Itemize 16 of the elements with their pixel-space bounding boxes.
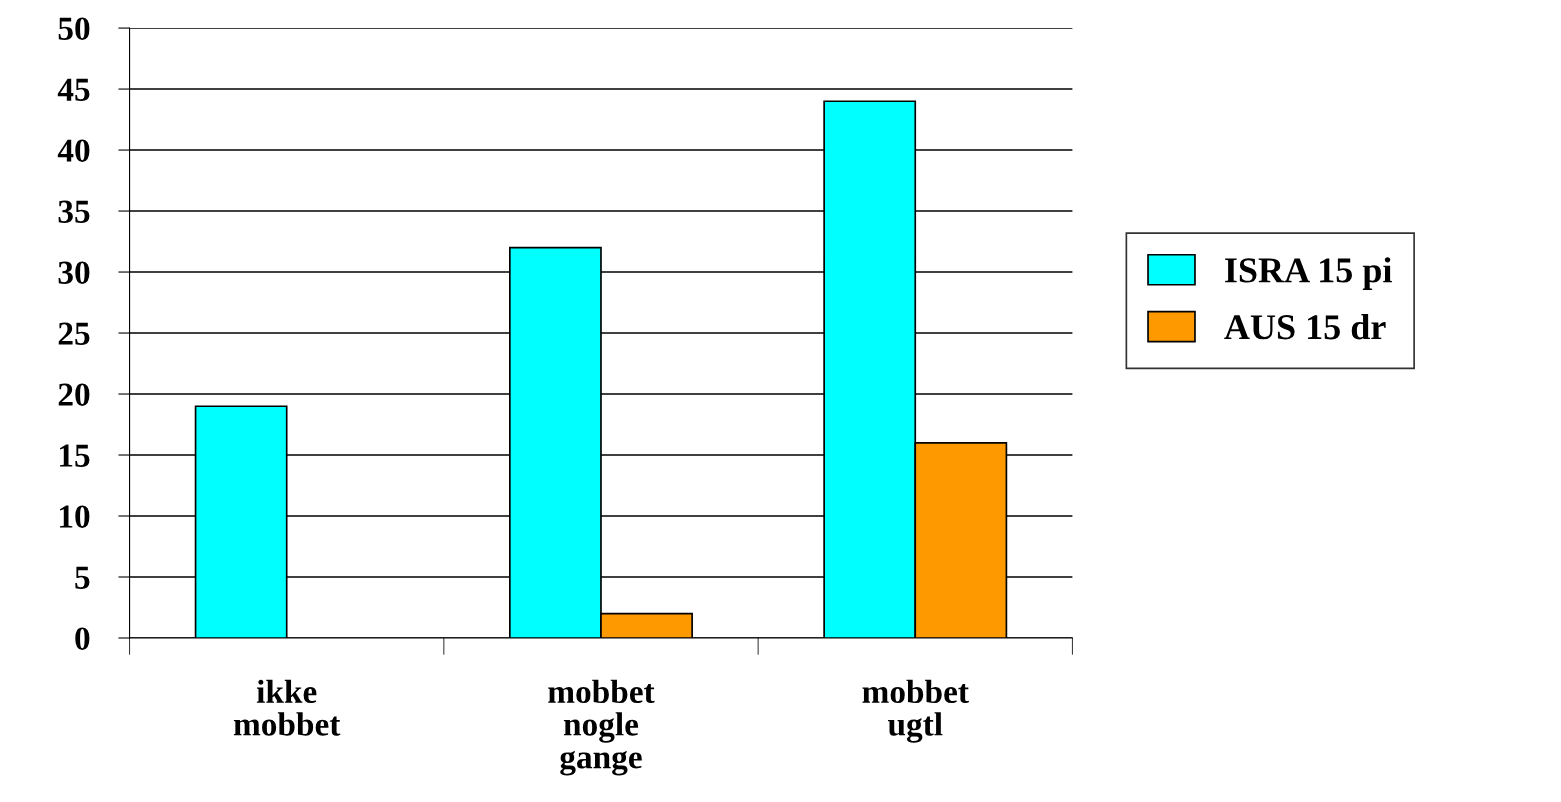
legend-label: ISRA 15 pi [1225,257,1392,290]
y-tick-label: 45 [57,78,90,101]
y-tick-label: 15 [60,444,90,467]
x-tick-label: mobbet nogle gange [548,679,655,776]
y-tick-label: 0 [75,627,90,650]
y-tick-label: 20 [58,383,90,406]
y-tick-label: 5 [75,566,90,589]
y-tick-label: 35 [58,200,90,223]
y-tick-label: 30 [58,261,90,284]
legend-label: AUS 15 dr [1224,313,1386,340]
x-tick-label: mobbet ugtl [862,679,969,743]
y-tick-label: 40 [57,139,90,162]
y-tick-label: 10 [60,505,90,528]
x-tick-label: ikke mobbet [233,679,341,736]
y-tick-label: 50 [58,17,90,40]
y-tick-label: 25 [58,322,90,345]
